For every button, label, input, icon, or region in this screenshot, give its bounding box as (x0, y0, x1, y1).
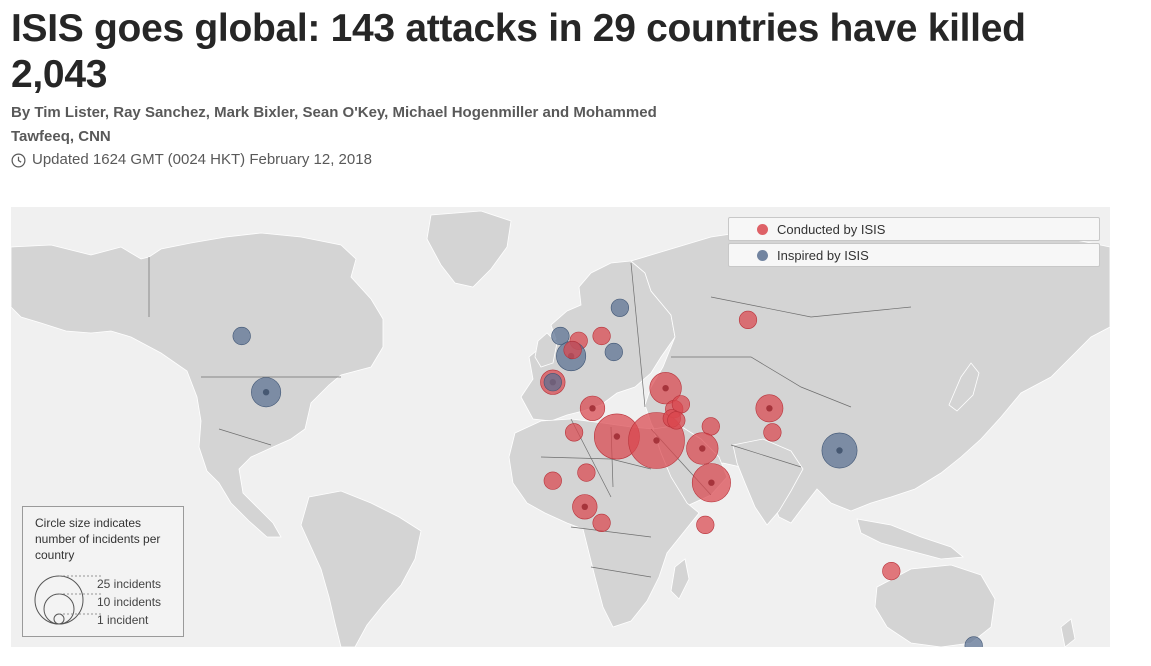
country-borders (148, 257, 912, 578)
map-legend: Conducted by ISIS Inspired by ISIS (728, 217, 1100, 269)
incident-center-dot (581, 503, 588, 510)
incident-marker-conducted[interactable] (563, 340, 582, 360)
india (732, 438, 804, 526)
incident-center-dot (699, 445, 706, 452)
incident-center-dot (589, 405, 596, 412)
size-circle-10 (43, 593, 75, 625)
incident-marker-inspired[interactable] (964, 636, 983, 647)
size-circle-1 (53, 613, 65, 625)
incident-marker-inspired[interactable] (610, 298, 630, 317)
legend-item-inspired[interactable]: Inspired by ISIS (728, 243, 1100, 267)
incident-marker-inspired[interactable] (232, 326, 251, 346)
size-circle-25 (34, 575, 84, 625)
size-key-title: Circle size indicates number of incident… (35, 516, 161, 562)
north-america (11, 232, 384, 538)
madagascar (670, 558, 690, 600)
byline: By Tim Lister, Ray Sanchez, Mark Bixler,… (11, 104, 657, 145)
size-label-25: 25 incidents (97, 577, 162, 591)
japan (948, 362, 980, 412)
australia (874, 564, 996, 647)
incident-marker-inspired[interactable] (551, 326, 570, 346)
incident-marker-conducted[interactable] (763, 423, 782, 442)
incident-center-dot (836, 447, 843, 454)
incident-center-dot (613, 433, 621, 440)
incident-marker-conducted[interactable] (667, 411, 686, 430)
southeast-asia-islands (856, 518, 964, 560)
incident-marker-inspired[interactable] (543, 373, 562, 392)
inspired-dot-icon (757, 249, 768, 261)
size-label-1: 1 incident (97, 613, 149, 627)
circle-size-key: Circle size indicates number of incident… (22, 506, 184, 637)
new-zealand (1060, 618, 1076, 647)
timestamp: Updated 1624 GMT (0024 HKT) February 12,… (11, 150, 372, 170)
incident-marker-conducted[interactable] (577, 463, 596, 482)
updated-text: Updated 1624 GMT (0024 HKT) February 12,… (32, 151, 372, 168)
legend-item-conducted[interactable]: Conducted by ISIS (728, 217, 1100, 241)
clock-icon (11, 153, 26, 167)
incident-marker-conducted[interactable] (696, 515, 715, 535)
incident-marker-conducted[interactable] (592, 326, 611, 346)
incident-marker-conducted[interactable] (738, 310, 758, 329)
size-key-circles (34, 575, 103, 625)
incident-marker-conducted[interactable] (592, 513, 611, 533)
headline: ISIS goes global: 143 attacks in 29 coun… (11, 7, 1026, 96)
legend-label-conducted: Conducted by ISIS (777, 221, 886, 237)
world-map[interactable]: Conducted by ISIS Inspired by ISIS Circl… (11, 207, 1110, 647)
conducted-dot-icon (757, 223, 768, 235)
map-canvas (11, 207, 1110, 647)
incident-center-dot (262, 389, 270, 396)
incident-marker-inspired[interactable] (604, 342, 623, 362)
greenland (426, 210, 512, 288)
incident-markers (232, 298, 983, 647)
incident-marker-conducted[interactable] (564, 423, 584, 442)
incident-marker-conducted[interactable] (701, 417, 720, 436)
incident-marker-conducted[interactable] (882, 562, 901, 581)
incident-center-dot (662, 385, 669, 392)
british-isles (534, 332, 558, 368)
south-america (300, 490, 422, 647)
incident-center-dot (708, 479, 715, 486)
size-label-10: 10 incidents (97, 595, 162, 609)
incident-marker-conducted[interactable] (543, 471, 562, 490)
incident-center-dot (653, 437, 660, 444)
legend-label-inspired: Inspired by ISIS (777, 247, 869, 263)
incident-center-dot (766, 405, 773, 412)
